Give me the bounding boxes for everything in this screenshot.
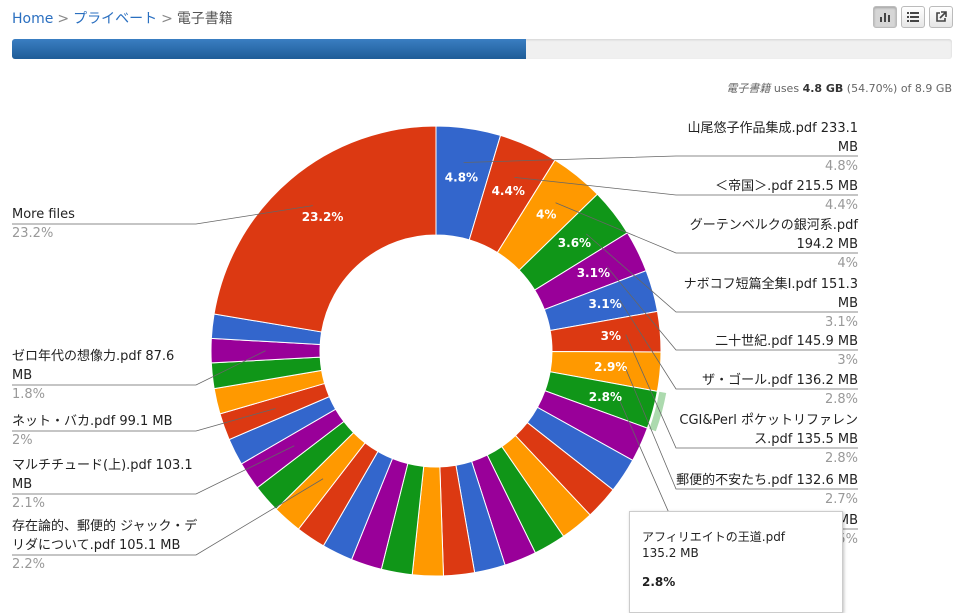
left-legend-label: ネット・バカ.pdf 99.1 MB 2% — [12, 408, 276, 448]
legend-file-name: MB — [12, 477, 32, 492]
legend-leader-line — [12, 445, 295, 495]
legend-leader-line — [555, 202, 858, 254]
breadcrumb-private-link[interactable]: プライベート — [73, 11, 158, 27]
legend-file-name: MB — [12, 368, 32, 383]
legend-file-name: ネット・バカ.pdf 99.1 MB — [12, 414, 173, 429]
legend-percent: 2.8% — [825, 451, 858, 466]
legend-leader-line — [606, 266, 858, 351]
right-legend-label: 郵便的不安たち.pdf 132.6 MB 2.7% — [625, 368, 858, 507]
legend-file-name: 194.2 MB — [797, 237, 858, 252]
storage-progress-bar — [12, 39, 952, 59]
legend-percent: 2.2% — [12, 557, 45, 572]
left-legend-label: ゼロ年代の想像力.pdf 87.6 MB 1.8% — [12, 348, 266, 402]
legend-file-name: More files — [12, 207, 75, 222]
legend-percent: 23.2% — [12, 226, 53, 241]
right-legend-label: 山尾悠子作品集成.pdf 233.1 MB 4.8% — [463, 120, 858, 174]
tooltip-percent: 2.8% — [642, 575, 676, 589]
legend-leader-line — [12, 408, 276, 432]
legend-percent: 2.8% — [825, 392, 858, 407]
legend-file-name: ナボコフ短篇全集I.pdf 151.3 — [684, 276, 858, 292]
legend-leader-line — [514, 176, 858, 196]
legend-file-name: リダについて.pdf 105.1 MB — [12, 538, 180, 553]
legend-leader-line — [619, 299, 858, 390]
storage-usage-text: 電子書籍 uses 4.8 GB (54.70%) of 8.9 GB — [726, 80, 952, 96]
legend-file-name: 山尾悠子作品集成.pdf 233.1 — [687, 120, 858, 136]
usage-uses: uses — [773, 82, 800, 95]
legend-percent: 4.8% — [825, 159, 858, 174]
slice-percent-label: 4.8% — [445, 170, 478, 184]
legend-percent: 4.4% — [825, 198, 858, 213]
list-icon — [907, 12, 919, 22]
breadcrumb-separator: > — [161, 11, 173, 27]
legend-file-name: ザ・ゴール.pdf 136.2 MB — [702, 372, 858, 388]
storage-progress-fill — [12, 39, 527, 59]
slice-percent-label: 2.8% — [589, 390, 622, 404]
bar-chart-icon — [880, 13, 890, 22]
left-legend-label: More files 23.2% — [12, 205, 313, 241]
breadcrumb-separator: > — [57, 11, 70, 27]
slice-percent-label: 3.1% — [588, 297, 621, 311]
legend-leader-line — [12, 350, 266, 386]
legend-file-name: ＜帝国＞.pdf 215.5 MB — [715, 178, 858, 194]
legend-leader-line — [625, 368, 858, 490]
usage-folder: 電子書籍 — [726, 82, 771, 95]
right-legend-label: グーテンベルクの銀河系.pdf 194.2 MB 4% — [555, 202, 859, 271]
file-size-donut-chart: 4.8% 4.4% 4% 3.6% 3.1% 3.1% 3% 2.9% 2.8% 23.2% 山尾悠… — [12, 120, 859, 577]
list-view-button[interactable] — [901, 6, 925, 28]
legend-leader-line — [12, 478, 324, 556]
legend-leader-line — [586, 233, 858, 313]
slice-percent-label: 23.2% — [302, 210, 344, 224]
legend-percent: 2.7% — [825, 492, 858, 507]
open-external-button[interactable] — [929, 6, 953, 28]
legend-file-name: 存在論的、郵便的 ジャック・デ — [12, 518, 197, 534]
usage-size: 4.8 GB — [802, 82, 844, 95]
view-toolbar — [873, 6, 953, 28]
slice-percent-label: 3.6% — [558, 236, 591, 250]
slice-percent-label: 4.4% — [492, 184, 525, 198]
slices — [210, 125, 662, 577]
right-legend-label: ナボコフ短篇全集I.pdf 151.3 MB 3.1% — [586, 233, 858, 330]
breadcrumb: Home > プライベート > 電子書籍 — [12, 8, 233, 28]
legend-percent: 2% — [12, 433, 33, 448]
tooltip-name: アフィリエイトの王道.pdf 135.2 MB — [642, 530, 786, 560]
right-legend-label: 二十世紀.pdf 145.9 MB 3% — [606, 266, 858, 368]
legend-percent: 2.1% — [12, 496, 45, 511]
slice-percent-label: 3% — [601, 329, 621, 343]
legend-file-name: ゼロ年代の想像力.pdf 87.6 — [12, 348, 174, 364]
right-legend-label: ＜帝国＞.pdf 215.5 MB 4.4% — [514, 176, 858, 213]
legend-file-name: ス.pdf 135.5 MB — [754, 432, 858, 447]
legend-file-name: 郵便的不安たち.pdf 132.6 MB — [676, 472, 858, 488]
slice-percent-label: 2.9% — [594, 360, 627, 374]
right-legend-label: ザ・ゴール.pdf 136.2 MB 2.8% — [619, 299, 858, 407]
legend-percent: 3% — [837, 353, 858, 368]
usage-percent: (54.70%) — [846, 82, 898, 95]
legend-file-name: MB — [838, 140, 858, 155]
legend-percent: 4% — [837, 256, 858, 271]
left-legend-label: マルチチュード(上).pdf 103.1 MB 2.1% — [12, 445, 295, 511]
chart-tooltip: アフィリエイトの王道.pdf 135.2 MB 2.8% — [629, 511, 843, 613]
legend-file-name: 二十世紀.pdf 145.9 MB — [715, 334, 858, 349]
breadcrumb-current: 電子書籍 — [176, 11, 233, 27]
usage-total: of 8.9 GB — [900, 82, 952, 95]
external-link-icon — [936, 11, 947, 22]
chart-view-button[interactable] — [873, 6, 897, 28]
legend-percent: 3.1% — [825, 315, 858, 330]
breadcrumb-home-link[interactable]: Home — [12, 11, 54, 27]
slice-percent-label: 4% — [536, 207, 556, 221]
legend-file-name: MB — [838, 296, 858, 311]
slice-hover-ring — [649, 391, 667, 432]
slice-percent-label: 3.1% — [577, 266, 610, 280]
donut-slice[interactable] — [213, 125, 437, 333]
legend-leader-line — [463, 155, 858, 163]
legend-file-name: CGI&Perl ポケットリファレン — [679, 413, 858, 428]
legend-file-name: マルチチュード(上).pdf 103.1 — [12, 458, 193, 473]
legend-leader-line — [625, 334, 858, 449]
legend-percent: 1.8% — [12, 387, 45, 402]
legend-file-name: グーテンベルクの銀河系.pdf — [690, 218, 859, 233]
legend-leader-line — [12, 205, 313, 225]
